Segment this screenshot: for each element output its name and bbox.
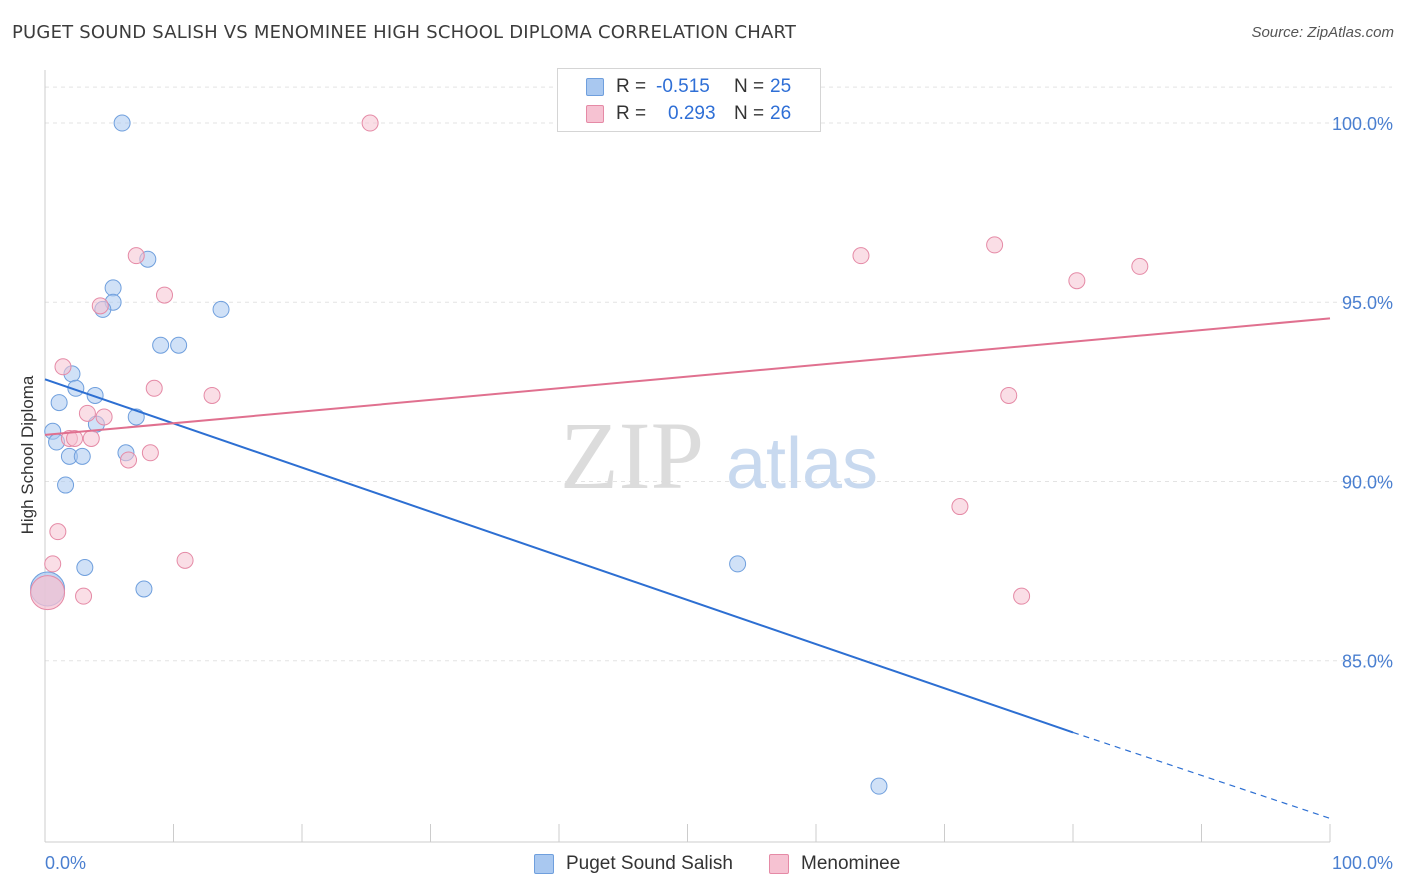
bottom-legend-label-menominee: Menominee [801, 853, 901, 874]
bottom-legend-swatch-salish [534, 854, 554, 874]
y-axis-title: High School Diploma [18, 375, 37, 535]
salish-point [170, 336, 188, 354]
bottom-legend-salish: Puget Sound Salish [534, 852, 733, 876]
bottom-legend-label-salish: Puget Sound Salish [566, 853, 733, 874]
salish-point [113, 114, 131, 132]
menominee-point [986, 236, 1004, 254]
salish-point [57, 476, 75, 494]
legend-swatch-menominee [586, 105, 604, 123]
menominee-point [54, 358, 72, 376]
menominee-point [120, 451, 138, 469]
salish-point [86, 386, 104, 404]
menominee-point [44, 555, 62, 573]
y-tick-label: 85.0% [1342, 652, 1393, 672]
menominee-point [1000, 386, 1018, 404]
salish-point [212, 300, 230, 318]
menominee-point [82, 429, 100, 447]
axes [44, 70, 1331, 843]
salish-trend-line [44, 378, 1074, 734]
chart-source: Source: ZipAtlas.com [1251, 24, 1394, 41]
salish-point [76, 558, 94, 576]
menominee-point [361, 114, 379, 132]
menominee-point [1068, 272, 1086, 290]
x-tick-label: 0.0% [45, 853, 86, 873]
menominee-point [951, 498, 969, 516]
watermark: ZIP atlas [560, 402, 878, 509]
legend-r-value: 0.293 [668, 103, 716, 124]
bottom-legend-swatch-menominee [769, 854, 789, 874]
menominee-trend-line [44, 317, 1331, 436]
menominee-point [203, 386, 221, 404]
menominee-point [127, 247, 145, 265]
salish-point [729, 555, 747, 573]
salish-point [135, 580, 153, 598]
salish-trend-extension [1072, 731, 1331, 819]
menominee-point [78, 404, 96, 422]
bottom-legend-menominee: Menominee [769, 852, 900, 876]
menominee-point [95, 408, 113, 426]
salish-point [870, 777, 888, 795]
legend-row-menominee: R = 0.293 N = 26 [558, 101, 791, 127]
watermark-atlas: atlas [726, 424, 878, 504]
menominee-point [852, 247, 870, 265]
legend-r-value: -0.515 [656, 76, 710, 97]
x-tick-label: 100.0% [1332, 853, 1393, 873]
legend-n-value: 26 [770, 103, 792, 124]
legend-n-label: N = [734, 103, 765, 124]
salish-point [152, 336, 170, 354]
legend-n-label: N = [734, 76, 765, 97]
menominee-point [49, 523, 67, 541]
menominee-point [141, 444, 159, 462]
salish-point [50, 394, 68, 412]
menominee-point [66, 429, 84, 447]
salish-point [73, 447, 91, 465]
tick-labels: 85.0% 90.0% 95.0% 100.0% 0.0% 100.0% [45, 114, 1393, 873]
y-tick-label: 90.0% [1342, 472, 1393, 492]
menominee-point [156, 286, 174, 304]
menominee-point [176, 551, 194, 569]
data-points [30, 114, 1149, 795]
legend-r-label: R = [616, 76, 647, 97]
legend-swatch-salish [586, 78, 604, 96]
menominee-point [1013, 587, 1031, 605]
trend-lines [44, 317, 1331, 819]
correlation-legend: R = -0.515 N = 25 R = 0.293 N = 26 [557, 68, 821, 132]
legend-r-label: R = [616, 103, 647, 124]
salish-point [104, 279, 122, 297]
menominee-point [145, 379, 163, 397]
watermark-zip: ZIP [560, 402, 704, 509]
menominee-point [1131, 257, 1149, 275]
chart-title: PUGET SOUND SALISH VS MENOMINEE HIGH SCH… [12, 22, 797, 43]
legend-row-salish: R = -0.515 N = 25 [558, 74, 791, 100]
y-tick-label: 95.0% [1342, 293, 1393, 313]
y-tick-label: 100.0% [1332, 114, 1393, 134]
legend-n-value: 25 [770, 76, 792, 97]
menominee-point [30, 575, 66, 611]
menominee-point [75, 587, 93, 605]
menominee-point [91, 297, 109, 315]
